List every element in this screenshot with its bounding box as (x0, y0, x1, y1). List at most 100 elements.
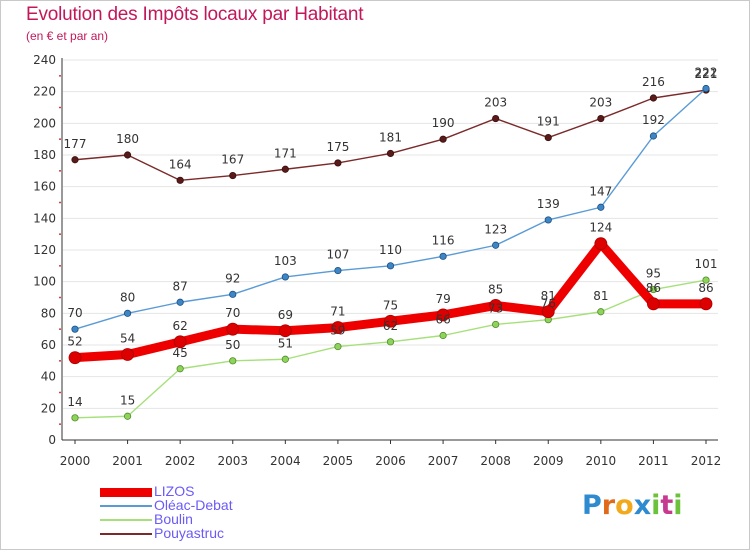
data-point-ol-ac-debat (386, 262, 395, 270)
data-point-boulin (649, 285, 658, 294)
data-point-lizos (594, 237, 608, 251)
logo-letter: x (633, 490, 652, 521)
data-point-ol-ac-debat (229, 290, 237, 298)
data-point-boulin (702, 276, 710, 284)
x-tick-label: 2007 (428, 454, 459, 468)
logo-letter: i (651, 490, 661, 521)
data-point-pouyastruc (544, 133, 552, 142)
data-label-pouyastruc: 167 (221, 153, 244, 167)
data-label-pouyastruc: 181 (379, 130, 402, 144)
x-tick-label: 2003 (217, 454, 248, 468)
data-point-pouyastruc (386, 149, 395, 158)
data-point-lizos (647, 297, 660, 311)
legend-label: LIZOS (154, 483, 195, 499)
data-point-pouyastruc (176, 176, 184, 184)
legend-swatch (100, 487, 152, 497)
data-label-ol-ac-debat: 110 (379, 243, 402, 257)
data-label-boulin: 45 (173, 346, 188, 360)
data-label-lizos: 79 (435, 292, 450, 306)
data-label-ol-ac-debat: 123 (484, 222, 507, 236)
proxiti-logo: Proxiti (582, 490, 683, 521)
data-label-pouyastruc: 171 (274, 146, 297, 160)
data-point-boulin (492, 320, 500, 329)
x-tick-label: 2006 (375, 454, 406, 468)
data-point-lizos (278, 324, 292, 338)
data-label-boulin: 14 (67, 395, 82, 409)
data-point-pouyastruc (492, 114, 500, 123)
data-label-boulin: 81 (593, 289, 608, 303)
data-point-lizos (436, 308, 450, 322)
x-tick-label: 2001 (112, 454, 143, 468)
chart-title: Evolution des Impôts locaux par Habitant (26, 4, 364, 25)
data-label-ol-ac-debat: 70 (67, 306, 82, 320)
data-label-boulin: 15 (120, 393, 135, 407)
data-point-ol-ac-debat (597, 203, 605, 211)
x-tick-label: 2009 (533, 454, 564, 468)
x-tick-label: 2011 (638, 454, 669, 468)
data-label-pouyastruc: 177 (64, 137, 87, 151)
legend-swatch (100, 533, 152, 535)
data-point-pouyastruc (123, 151, 132, 159)
data-label-pouyastruc: 203 (589, 96, 612, 110)
logo-letter: P (582, 490, 602, 521)
y-tick-label: 160 (33, 180, 56, 194)
series-line-ol-ac-debat (74, 87, 707, 330)
data-label-lizos: 54 (120, 332, 135, 346)
data-label-ol-ac-debat: 103 (274, 254, 297, 268)
y-tick-label: 80 (41, 306, 56, 320)
data-label-lizos: 85 (488, 282, 503, 296)
x-tick-label: 2004 (270, 454, 301, 468)
x-tick-label: 2012 (691, 454, 722, 468)
data-label-ol-ac-debat: 107 (326, 248, 349, 262)
y-tick-label: 120 (33, 243, 56, 257)
data-point-pouyastruc (334, 159, 342, 167)
data-label-pouyastruc: 164 (169, 157, 192, 171)
data-point-lizos (68, 351, 82, 365)
data-point-pouyastruc (649, 94, 658, 102)
data-point-lizos (489, 299, 503, 312)
y-tick-label: 0 (48, 433, 56, 447)
x-tick-label: 2005 (323, 454, 354, 468)
data-label-lizos: 69 (278, 308, 293, 322)
data-label-lizos: 86 (646, 281, 661, 295)
data-label-lizos: 75 (383, 298, 398, 312)
data-point-pouyastruc (229, 171, 237, 180)
data-label-ol-ac-debat: 139 (537, 197, 560, 211)
legend-swatch (100, 505, 152, 507)
data-label-boulin: 95 (646, 267, 661, 281)
data-point-ol-ac-debat (649, 132, 658, 140)
legend-label: Boulin (154, 511, 193, 527)
y-tick-label: 180 (33, 148, 56, 162)
y-tick-label: 40 (41, 370, 56, 384)
y-tick-label: 60 (41, 338, 56, 352)
data-point-ol-ac-debat (492, 241, 500, 249)
legend-label: Oléac-Debat (154, 497, 233, 513)
data-point-lizos (384, 314, 397, 328)
logo-letter: r (601, 490, 616, 521)
data-label-pouyastruc: 190 (432, 116, 455, 130)
data-label-lizos: 52 (67, 335, 82, 349)
data-label-lizos: 70 (225, 306, 240, 320)
data-label-pouyastruc: 180 (116, 132, 139, 146)
data-label-pouyastruc: 175 (326, 140, 349, 154)
y-tick-label: 240 (33, 53, 56, 67)
y-tick-label: 100 (33, 275, 56, 289)
data-label-ol-ac-debat: 92 (225, 271, 240, 285)
data-label-ol-ac-debat: 116 (432, 233, 455, 247)
chart-subtitle: (en € et par an) (26, 29, 109, 43)
data-point-lizos (226, 322, 240, 336)
data-point-lizos (331, 321, 345, 334)
data-point-ol-ac-debat (281, 273, 289, 281)
data-point-boulin (597, 308, 605, 316)
data-point-pouyastruc (281, 165, 289, 173)
x-tick-label: 2002 (165, 454, 196, 468)
data-label-pouyastruc: 216 (642, 75, 665, 89)
x-tick-label: 2010 (586, 454, 617, 468)
data-point-ol-ac-debat (176, 298, 184, 306)
data-point-pouyastruc (597, 114, 605, 123)
data-label-ol-ac-debat: 87 (173, 279, 188, 293)
y-tick-label: 200 (33, 116, 56, 130)
legend-swatch (100, 519, 152, 521)
data-label-lizos: 124 (589, 221, 612, 235)
